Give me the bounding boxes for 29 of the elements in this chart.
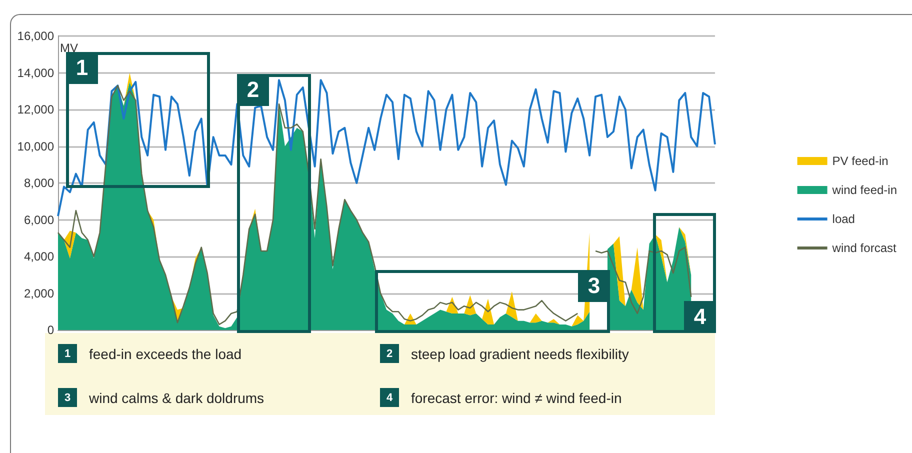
text: steep load gradient needs flexibility <box>411 346 629 362</box>
numbered-frame: 3 <box>375 270 610 333</box>
text: 4 <box>386 392 393 404</box>
text: 2 <box>386 348 393 360</box>
y-tick-label: 0 <box>47 323 54 337</box>
text: 1 <box>64 348 71 360</box>
y-axis-title: MV <box>60 41 78 55</box>
text: feed-in exceeds the load <box>89 346 242 362</box>
legend-label: PV feed-in <box>832 154 888 168</box>
y-tick-label: 14,000 <box>17 66 54 80</box>
y-tick-label: 12,000 <box>17 102 54 116</box>
legend-label: wind feed-in <box>831 183 898 197</box>
annotation: 2 <box>237 74 269 106</box>
y-tick-label: 8,000 <box>24 176 54 190</box>
annotation: 4 <box>684 301 716 333</box>
numbered-frame: 2 <box>237 74 311 333</box>
legend-label: load <box>832 212 855 226</box>
y-tick-label: 4,000 <box>24 250 54 264</box>
line-series <box>57 79 716 218</box>
y-tick-label: 6,000 <box>24 212 54 227</box>
y-tick-label: 2,000 <box>24 286 54 300</box>
annotation: 1 <box>66 52 98 84</box>
text: wind calms & dark doldrums <box>89 390 264 406</box>
legend-label: wind forcast <box>831 241 897 255</box>
y-tick-label: 16,000 <box>17 29 54 43</box>
text: forecast error: wind ≠ wind feed-in <box>411 390 622 406</box>
annotation: 3 <box>578 270 610 302</box>
y-tick-label: 10,000 <box>17 139 54 154</box>
text: 3 <box>64 392 71 404</box>
